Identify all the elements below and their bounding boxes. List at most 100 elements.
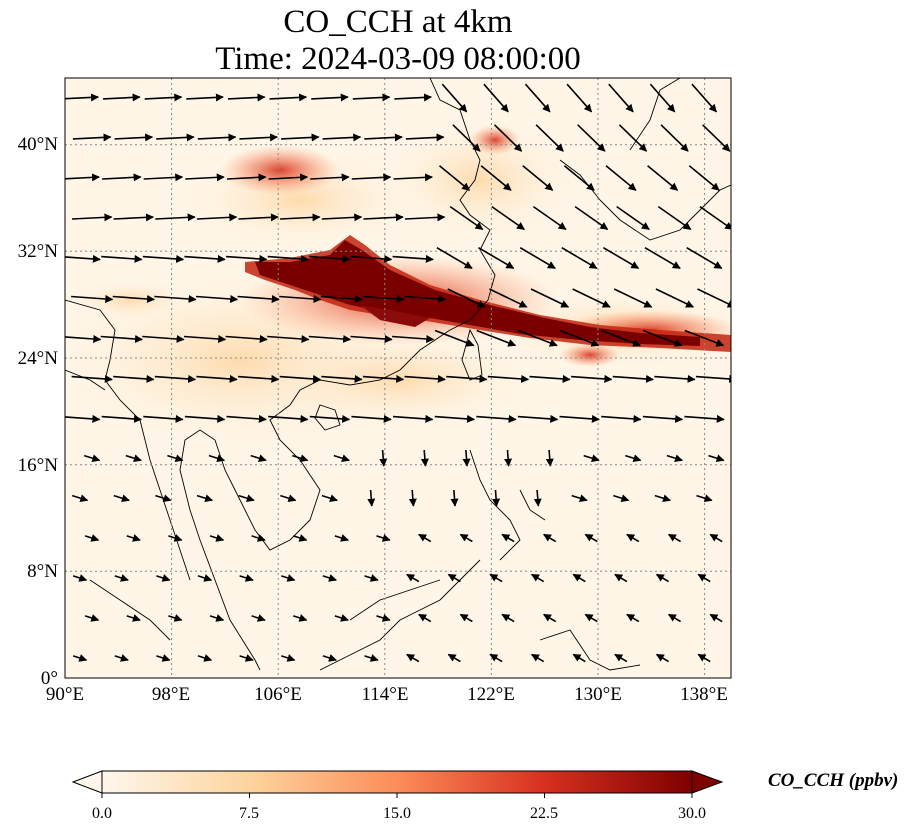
wind-arrow xyxy=(333,454,350,463)
wind-arrow xyxy=(654,494,671,503)
wind-arrow xyxy=(462,449,471,467)
lon-label-106: 106°E xyxy=(254,684,302,705)
wind-arrow xyxy=(561,247,598,269)
wind-arrow xyxy=(613,494,630,503)
wind-arrow xyxy=(601,329,642,347)
wind-arrow xyxy=(571,494,588,503)
wind-arrow xyxy=(660,124,689,152)
wind-arrow xyxy=(251,534,266,542)
wind-arrow xyxy=(530,288,570,308)
wind-arrow xyxy=(688,165,720,191)
wind-arrow xyxy=(72,574,88,582)
wind-arrow xyxy=(708,454,725,463)
wind-arrow xyxy=(311,93,349,102)
wind-arrow xyxy=(65,173,100,182)
wind-arrow xyxy=(185,173,225,182)
wind-arrow xyxy=(209,534,225,542)
wind-arrow xyxy=(436,247,473,269)
wind-arrow xyxy=(489,288,528,308)
wind-arrow xyxy=(709,613,723,623)
wind-arrow xyxy=(626,613,640,623)
wind-arrow xyxy=(142,254,185,263)
wind-arrow xyxy=(406,573,420,583)
wind-arrow xyxy=(280,494,297,503)
wind-arrow xyxy=(364,574,379,582)
wind-arrow xyxy=(612,374,654,383)
wind-arrow xyxy=(186,93,224,102)
colorbar-tick-7-5: 7.5 xyxy=(239,805,259,822)
wind-arrow xyxy=(239,654,254,662)
wind-arrow xyxy=(71,294,114,303)
wind-arrow xyxy=(574,205,609,231)
wind-arrow xyxy=(406,653,420,663)
map-title: CO_CCH at 4km Time: 2024-03-09 08:00:00 xyxy=(65,4,731,78)
lon-label-138: 138°E xyxy=(680,684,728,705)
wind-arrow xyxy=(697,573,711,583)
wind-arrow xyxy=(563,165,595,191)
lat-label-32: 32°N xyxy=(17,241,58,262)
wind-arrow xyxy=(72,654,88,662)
wind-arrow xyxy=(572,653,586,663)
wind-arrow xyxy=(535,124,564,152)
wind-arrow xyxy=(350,334,393,343)
wind-arrow xyxy=(351,414,392,423)
wind-arrow xyxy=(434,414,475,423)
wind-arrow xyxy=(492,489,501,507)
lat-label-16: 16°N xyxy=(17,455,58,476)
wind-arrow xyxy=(478,247,515,269)
wind-arrow xyxy=(197,654,213,662)
wind-arrow xyxy=(608,83,634,113)
wind-arrow xyxy=(237,294,280,303)
wind-arrow xyxy=(197,133,237,142)
wind-arrow xyxy=(144,93,183,102)
wind-arrow xyxy=(225,334,268,343)
co-plume xyxy=(245,235,731,352)
wind-arrow xyxy=(476,329,517,347)
wind-arrow xyxy=(543,533,557,543)
wind-arrow xyxy=(408,489,417,507)
wind-arrow xyxy=(102,93,141,102)
wind-arrow xyxy=(320,294,364,303)
wind-arrow xyxy=(489,573,503,583)
wind-arrow xyxy=(684,329,725,347)
wind-arrow xyxy=(72,133,112,142)
wind-arrow xyxy=(155,213,196,222)
wind-arrow xyxy=(322,574,337,582)
wind-arrow xyxy=(654,374,696,383)
title-variable: CO_CCH at 4km xyxy=(283,4,513,40)
colorbar xyxy=(71,770,724,798)
wind-arrow xyxy=(65,254,101,263)
wind-arrow xyxy=(280,213,321,222)
wind-arrow xyxy=(695,374,731,383)
wind-arrow xyxy=(143,173,184,182)
wind-arrow xyxy=(168,614,183,622)
wind-arrow xyxy=(404,213,446,222)
wind-arrow xyxy=(614,573,628,583)
wind-arrow xyxy=(684,414,725,423)
wind-arrow xyxy=(100,334,143,343)
wind-arrow xyxy=(251,614,266,622)
lat-label-40: 40°N xyxy=(17,134,58,155)
wind-arrow xyxy=(518,329,558,347)
wind-arrow xyxy=(418,533,432,543)
wind-arrow xyxy=(487,374,530,383)
wind-arrow xyxy=(101,414,142,423)
wind-arrow xyxy=(517,414,559,423)
lat-label-8: 8°N xyxy=(27,561,58,582)
wind-arrow xyxy=(449,205,484,231)
wind-arrow xyxy=(420,449,429,467)
wind-arrow xyxy=(334,614,349,622)
wind-arrow xyxy=(699,205,731,230)
wind-arrow xyxy=(364,654,379,662)
wind-arrow xyxy=(168,534,183,542)
wind-arrow xyxy=(376,614,391,622)
wind-arrow xyxy=(697,288,731,308)
wind-arrow xyxy=(113,494,130,503)
wind-arrow xyxy=(644,247,681,269)
lon-label-98: 98°E xyxy=(151,684,191,705)
wind-arrow xyxy=(566,83,593,113)
wind-arrow xyxy=(501,613,515,623)
wind-arrow xyxy=(480,165,512,191)
wind-arrow xyxy=(238,374,280,383)
